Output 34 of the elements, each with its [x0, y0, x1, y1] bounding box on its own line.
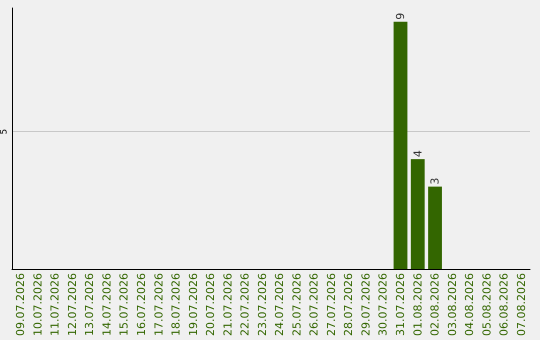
- x-tick-label: 30.07.2026: [376, 273, 390, 336]
- x-tick-label: 25.07.2026: [290, 273, 304, 336]
- x-tick-label: 31.07.2026: [394, 273, 407, 336]
- x-tick-label: 12.07.2026: [66, 273, 79, 336]
- x-tick-label: 07.08.2026: [514, 273, 528, 336]
- x-tick-label: 18.07.2026: [170, 273, 183, 336]
- x-tick-label: 29.07.2026: [359, 273, 372, 336]
- data-label: 9: [394, 12, 407, 20]
- x-tick-label: 05.08.2026: [480, 273, 494, 336]
- x-tick-label: 03.08.2026: [446, 273, 459, 336]
- x-tick-label: 11.07.2026: [48, 273, 62, 336]
- data-label: 3: [428, 178, 442, 185]
- x-tick-label: 14.07.2026: [100, 273, 114, 336]
- x-tick-label: 09.07.2026: [14, 273, 28, 336]
- x-tick-label: 27.07.2026: [324, 273, 338, 336]
- x-tick-label: 21.07.2026: [221, 273, 234, 336]
- x-tick-label: 22.07.2026: [238, 273, 252, 336]
- x-tick-label: 28.07.2026: [342, 273, 356, 336]
- x-tick-label: 06.08.2026: [498, 273, 511, 336]
- x-tick-label: 04.08.2026: [463, 273, 476, 336]
- x-tick-label: 24.07.2026: [273, 273, 286, 336]
- x-tick-label: 10.07.2026: [31, 273, 44, 336]
- x-tick-label: 01.08.2026: [411, 273, 424, 336]
- y-tick-label: 5: [0, 128, 10, 134]
- x-tick-label: 19.07.2026: [186, 273, 200, 336]
- x-tick-label: 20.07.2026: [204, 273, 218, 336]
- x-tick-label: 13.07.2026: [83, 273, 96, 336]
- x-tick-label: 23.07.2026: [256, 273, 269, 336]
- x-tick-label: 17.07.2026: [152, 273, 166, 336]
- x-tick-label: 15.07.2026: [118, 273, 131, 336]
- x-tick-label: 16.07.2026: [135, 273, 148, 336]
- x-tick-label: 02.08.2026: [428, 273, 442, 336]
- x-tick-label: 26.07.2026: [308, 273, 321, 336]
- data-label: 4: [411, 150, 424, 158]
